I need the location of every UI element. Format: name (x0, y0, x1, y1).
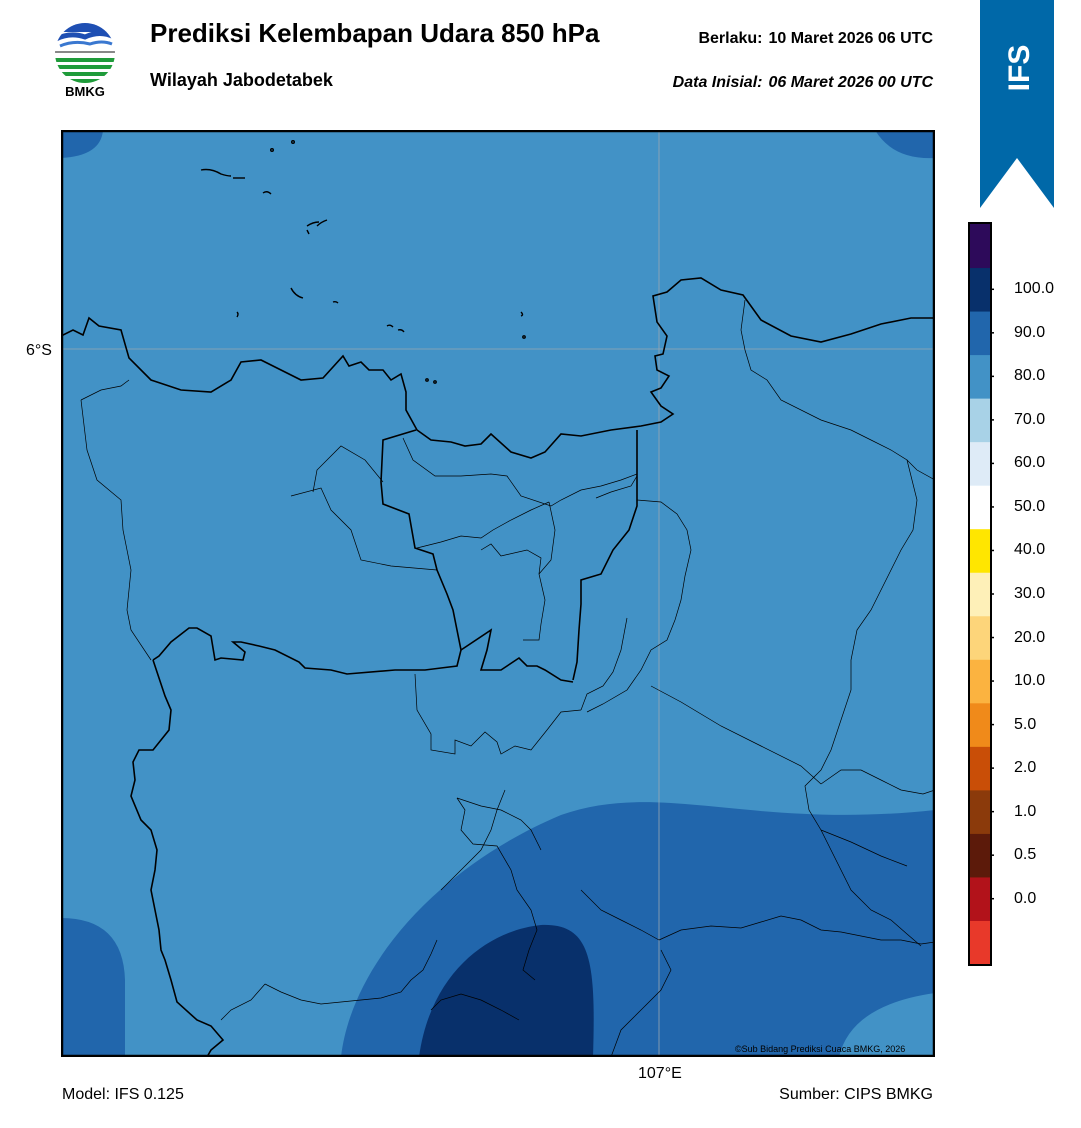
colorbar-tick-label: 40.0 (1014, 541, 1046, 559)
colorbar-segment (970, 311, 990, 356)
humidity-80-90-corner-nw (61, 130, 103, 158)
colorbar-tick-label: 60.0 (1014, 454, 1046, 472)
coastline (61, 277, 935, 459)
colorbar-segment (970, 615, 990, 660)
colorbar-tick-label: 70.0 (1014, 410, 1046, 428)
colorbar-tick-label: 1.0 (1014, 802, 1037, 820)
logo-text: BMKG (65, 84, 105, 99)
init-label: Data Inisial: (672, 74, 763, 91)
ifs-badge-text: IFS (1003, 45, 1036, 92)
colorbar-segment (970, 485, 990, 530)
bmkg-logo-icon (55, 23, 115, 83)
init-time: Data Inisial: 06 Maret 2026 00 UTC (673, 74, 933, 92)
humidity-90-100-core (419, 924, 594, 1057)
valid-label: Berlaku: (698, 30, 763, 47)
colorbar-segment (970, 920, 990, 965)
source-label: Sumber: CIPS BMKG (779, 1086, 933, 1103)
page-title: Prediksi Kelembapan Udara 850 hPa (150, 18, 600, 48)
colorbar-tick-label: 10.0 (1014, 672, 1046, 690)
islands (200, 139, 526, 384)
valid-value: 10 Maret 2026 06 UTC (768, 30, 933, 47)
valid-time: Berlaku: 10 Maret 2026 06 UTC (698, 30, 933, 48)
colorbar-segment (970, 224, 990, 269)
init-value: 06 Maret 2026 00 UTC (768, 74, 933, 91)
model-label: Model: IFS 0.125 (62, 1086, 184, 1103)
colorbar-segment (970, 702, 990, 747)
colorbar-tick-label: 90.0 (1014, 323, 1046, 341)
colorbar-segment (970, 659, 990, 704)
lat-label: 6°S (26, 342, 52, 359)
colorbar-tick-label: 5.0 (1014, 715, 1037, 733)
map-copyright: ©Sub Bidang Prediksi Cuaca BMKG, 2026 (735, 1044, 906, 1054)
colorbar-tick-label: 20.0 (1014, 628, 1046, 646)
colorbar-segment (970, 876, 990, 921)
colorbar-tick-label: 100.0 (1014, 280, 1055, 298)
colorbar-segment (970, 398, 990, 443)
colorbar-segment (970, 354, 990, 399)
humidity-map (61, 130, 935, 1057)
colorbar-tick-label: 50.0 (1014, 497, 1046, 515)
humidity-80-90-corner-ne (875, 130, 935, 159)
colorbar-segment (970, 441, 990, 486)
colorbar-segment (970, 528, 990, 573)
ifs-badge: IFS (980, 0, 1054, 208)
colorbar-segment (970, 572, 990, 617)
regency-boundaries (80, 299, 935, 1057)
colorbar-tick-label: 0.5 (1014, 846, 1037, 864)
colorbar-tick-label: 80.0 (1014, 367, 1046, 385)
colorbar-tick-label: 0.0 (1014, 889, 1037, 907)
colorbar-segment (970, 789, 990, 834)
colorbar (968, 222, 994, 966)
region-subtitle: Wilayah Jabodetabek (150, 70, 333, 90)
colorbar-tick-label: 2.0 (1014, 759, 1037, 777)
colorbar-segment (970, 267, 990, 312)
colorbar-segment (970, 833, 990, 878)
colorbar-segment (970, 746, 990, 791)
humidity-80-90-corner-sw (61, 918, 125, 1057)
colorbar-tick-label: 30.0 (1014, 585, 1046, 602)
lon-label: 107°E (638, 1065, 682, 1082)
province-boundaries (130, 429, 638, 1057)
